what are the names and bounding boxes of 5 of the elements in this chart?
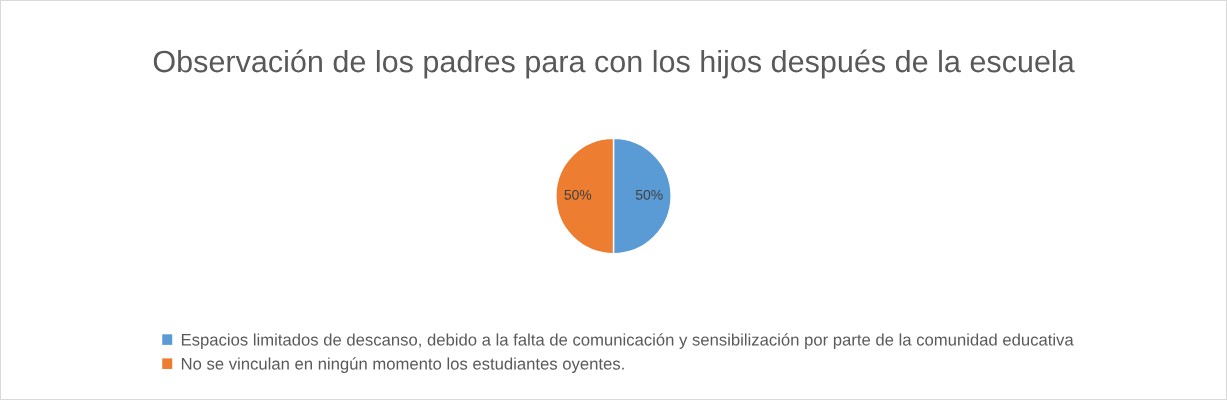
legend-label: Espacios limitados de descanso, debido a la falta de comunicación y sensibilización por parte de la comunidad educativa <box>181 333 1074 349</box>
data-label: 50% <box>564 189 592 200</box>
legend-label: No se vinculan en ningún momento los estudiantes oyentes. <box>181 357 624 373</box>
chart-title: Observación de los padres para con los hijos después de la escuela <box>153 49 1075 79</box>
data-label: 50% <box>635 189 663 200</box>
